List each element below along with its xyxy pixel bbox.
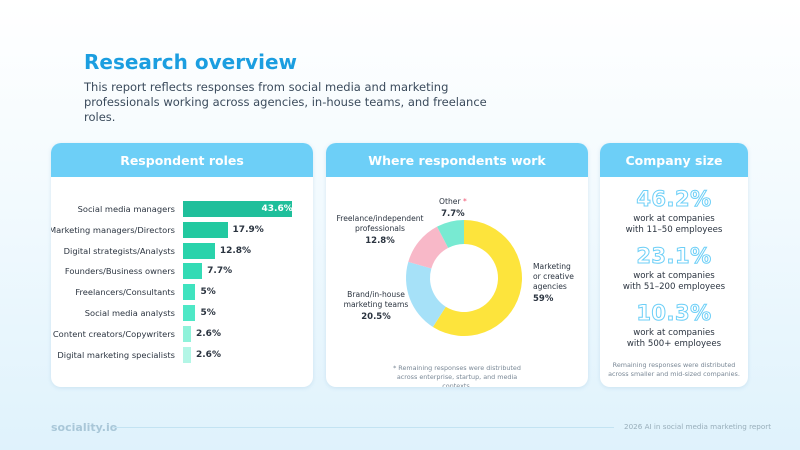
bar — [183, 325, 191, 342]
bar-row: Social media managers 43.6% — [51, 201, 313, 217]
slice-value-freelance: 12.8% — [365, 236, 395, 246]
bar-value-label: 5% — [200, 308, 216, 318]
slice-value-other: 7.7% — [441, 209, 465, 219]
bar — [183, 201, 292, 217]
bar-value-label: 12.8% — [219, 245, 252, 256]
bar — [183, 346, 191, 363]
company-size-desc: work at companies with 51–200 employees — [600, 271, 748, 293]
bar-row: Digital marketing specialists 2.6% — [51, 346, 313, 363]
footer-report-title: 2026 AI in social media marketing report — [624, 422, 772, 431]
slice-label-other: Other * 7.7% — [439, 197, 467, 219]
bar-value-label: 2.6% — [196, 349, 221, 360]
slice-label-agencies: Marketing or creative agencies 59% — [533, 262, 574, 304]
slice-label-freelance-line2: professionals — [355, 224, 405, 233]
slice-label-freelance: Freelance/independent professionals 12.8… — [334, 214, 426, 246]
bar-category-label: Social media managers — [77, 204, 175, 214]
slice-label-agencies-line2: or creative — [533, 272, 574, 281]
bar-category-label: Freelancers/Consultants — [75, 287, 175, 298]
sociality-logo: sociality.io — [51, 421, 118, 434]
page-subtitle: This report reflects responses from soci… — [84, 80, 487, 124]
workplace-note: * Remaining responses were distributed a… — [393, 364, 521, 387]
company-size-desc: work at companies with 11–50 employees — [600, 214, 748, 236]
company-size-desc-line2: with 11–50 employees — [625, 225, 723, 235]
company-size-percent: 23.1% — [636, 244, 712, 269]
bar-row: Social media analysts 5% — [51, 305, 313, 321]
company-size-percent: 46.2% — [636, 187, 712, 212]
company-size-desc-line2: with 500+ employees — [626, 339, 722, 349]
bar-row: Marketing managers/Directors 17.9% — [51, 221, 313, 238]
bar-category-label: Content creators/Copywriters — [52, 328, 175, 339]
slice-label-other-text: Other — [439, 197, 461, 206]
slice-label-agencies-line1: Marketing — [533, 262, 571, 271]
page-title: Research overview — [84, 50, 297, 74]
bar-row: Digital strategists/Analysts 12.8% — [51, 242, 313, 259]
bar-value-label: 43.6% — [261, 204, 293, 214]
workplace-donut-chart — [406, 220, 522, 336]
company-size-desc-line1: work at companies — [633, 271, 715, 281]
donut-slice-freelance — [408, 226, 449, 269]
bar-value-label: 7.7% — [207, 266, 233, 277]
company-size-item: 23.1% work at companies with 51–200 empl… — [600, 244, 748, 293]
slice-label-agencies-line3: agencies — [533, 282, 567, 291]
slice-label-brand-line2: marketing teams — [343, 300, 409, 309]
company-size-desc: work at companies with 500+ employees — [600, 328, 748, 350]
respondent-roles-title: Respondent roles — [51, 143, 313, 177]
company-size-desc-line1: work at companies — [633, 214, 715, 224]
company-size-desc-line2: with 51–200 employees — [622, 282, 726, 292]
bar — [183, 221, 228, 238]
slice-label-brand: Brand/in-house marketing teams 20.5% — [338, 290, 414, 322]
bar-category-label: Digital strategists/Analysts — [63, 245, 175, 256]
slice-value-brand: 20.5% — [361, 312, 391, 322]
company-size-percent: 10.3% — [636, 301, 712, 326]
company-size-desc-line1: work at companies — [633, 328, 715, 338]
bar-value-label: 2.6% — [196, 328, 221, 339]
bar — [183, 242, 215, 259]
bar-value-label: 17.9% — [232, 224, 264, 235]
slice-value-agencies: 59% — [533, 294, 554, 304]
company-size-item: 10.3% work at companies with 500+ employ… — [600, 301, 748, 350]
other-asterisk: * — [462, 197, 467, 206]
bar — [183, 263, 203, 280]
footer-divider — [112, 427, 614, 428]
bar-row: Founders/Business owners 7.7% — [51, 263, 313, 280]
bar — [183, 305, 196, 321]
bar-category-label: Marketing managers/Directors — [51, 224, 175, 235]
company-size-note: Remaining responses were distributed acr… — [608, 361, 740, 378]
company-size-title: Company size — [600, 143, 748, 177]
bar-category-label: Digital marketing specialists — [57, 349, 175, 360]
donut-slice-agencies — [432, 220, 522, 336]
slice-label-brand-line1: Brand/in-house — [347, 290, 405, 299]
bar-category-label: Social media analysts — [84, 308, 175, 318]
donut-slice-brand — [406, 261, 446, 327]
respondent-roles-card: Respondent roles Social media managers 43… — [51, 143, 313, 387]
where-respondents-work-card: Where respondents work Other * 7.7% Free… — [326, 143, 588, 387]
where-respondents-work-title: Where respondents work — [326, 143, 588, 177]
bar — [183, 284, 196, 301]
bar-row: Content creators/Copywriters 2.6% — [51, 325, 313, 342]
company-size-item: 46.2% work at companies with 11–50 emplo… — [600, 187, 748, 236]
donut-slice-other — [437, 220, 464, 248]
bar-category-label: Founders/Business owners — [64, 266, 175, 277]
company-size-card: Company size 46.2% work at companies wit… — [600, 143, 748, 387]
bar-row: Freelancers/Consultants 5% — [51, 284, 313, 301]
slice-label-freelance-line1: Freelance/independent — [336, 214, 424, 223]
bar-value-label: 5% — [200, 287, 216, 298]
